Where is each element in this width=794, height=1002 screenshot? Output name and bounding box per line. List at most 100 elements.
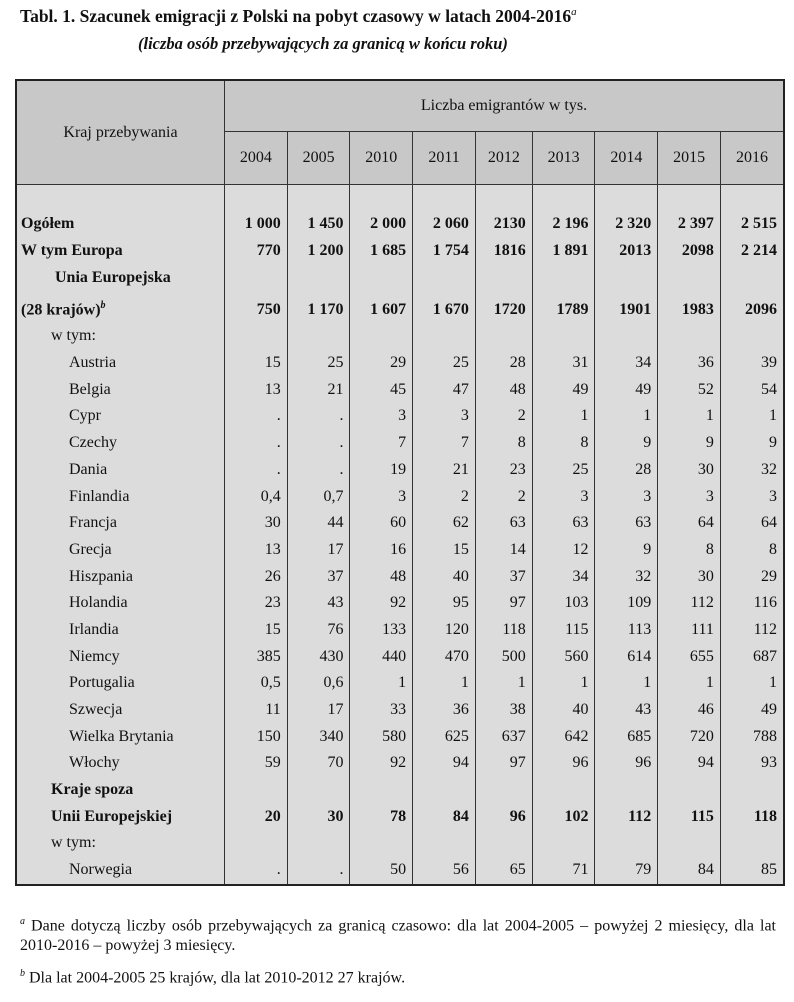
value-cell [657, 776, 721, 804]
table-row: Wielka Brytania 150 340 580 625 637 642 685 720 7… [15, 723, 785, 751]
year-header: 2015 [657, 131, 721, 185]
value-cell [594, 323, 659, 350]
value-cell: 29 [349, 349, 414, 377]
value-cell: 2 [474, 483, 533, 510]
value-cell: 32 [719, 456, 785, 484]
value-cell [531, 830, 596, 857]
value-cell: 26 [224, 563, 288, 590]
value-cell: 115 [531, 616, 596, 644]
value-cell: 655 [657, 643, 721, 670]
value-cell [349, 776, 414, 804]
value-cell: 9 [594, 429, 659, 457]
value-cell: 3 [657, 483, 721, 510]
row-label: Kraje spoza [15, 776, 225, 804]
value-cell: 750 [224, 291, 288, 324]
value-cell: 430 [286, 643, 351, 670]
value-cell: 109 [594, 589, 659, 617]
table-row: Grecja 13 17 16 15 14 12 9 8 8 [15, 536, 785, 564]
value-cell: . [224, 856, 288, 885]
value-cell: 40 [531, 696, 596, 724]
table-subtitle: (liczba osób przebywających za granicą w… [138, 34, 508, 53]
value-cell: 3 [349, 483, 414, 510]
value-cell: 52 [657, 376, 721, 404]
row-label-text: Dania [69, 460, 108, 478]
value-cell: 25 [286, 349, 351, 377]
row-label: Niemcy [15, 643, 225, 670]
value-cell [594, 264, 659, 292]
value-cell: 470 [412, 643, 476, 670]
row-label-text: Cypr [69, 407, 101, 425]
row-label: Unia Europejska [15, 264, 225, 292]
value-cell: 625 [412, 723, 476, 751]
value-cell: 84 [412, 803, 476, 831]
row-label-text: Niemcy [69, 647, 120, 665]
value-cell: 13 [224, 536, 288, 564]
footnote-mark: b [100, 299, 106, 311]
row-label: w tym: [15, 323, 225, 350]
value-cell: 1789 [531, 291, 596, 324]
row-label-text: Wielka Brytania [69, 727, 174, 745]
table-row: Unii Europejskiej 20 30 78 84 96 102 112 115 118 [15, 803, 785, 831]
value-cell: 23 [474, 456, 533, 484]
value-cell: 36 [412, 696, 476, 724]
value-cell: 1720 [474, 291, 533, 324]
value-cell [412, 323, 476, 350]
value-cell: 1 670 [412, 291, 476, 324]
value-cell: 1 [531, 403, 596, 430]
value-cell [286, 323, 351, 350]
table-row: Irlandia 15 76 133 120 118 115 113 111 112 [15, 616, 785, 644]
row-label-text: Czechy [69, 434, 117, 452]
table-row: Ogółem 1 000 1 450 2 000 2 060 2130 2 196 2 320… [15, 211, 785, 238]
value-cell: 13 [224, 376, 288, 404]
value-cell: 60 [349, 509, 414, 537]
value-cell [657, 323, 721, 350]
value-cell: 64 [657, 509, 721, 537]
value-cell: 16 [349, 536, 414, 564]
title-footnote-mark: a [571, 6, 577, 19]
value-cell: 31 [531, 349, 596, 377]
value-cell: 2 060 [412, 211, 476, 238]
footnotes: a Dane dotyczą liczby osób przebywającyc… [20, 912, 776, 997]
table-row: Szwecja 11 17 33 36 38 40 43 46 49 [15, 696, 785, 724]
table-row: (28 krajów)b 750 1 170 1 607 1 670 1720 1789 19… [15, 291, 785, 324]
value-cell: 112 [594, 803, 659, 831]
row-label: Hiszpania [15, 563, 225, 590]
value-cell: 65 [474, 856, 533, 885]
group-header: Liczba emigrantów w tys. [224, 79, 785, 132]
value-cell: 56 [412, 856, 476, 885]
row-label: Finlandia [15, 483, 225, 510]
value-cell: 7 [349, 429, 414, 457]
value-cell: . [224, 456, 288, 484]
value-cell: 112 [657, 589, 721, 617]
value-cell [474, 776, 533, 804]
value-cell: 3 [349, 403, 414, 430]
value-cell: . [286, 856, 351, 885]
value-cell: 76 [286, 616, 351, 644]
value-cell: 2 320 [594, 211, 659, 238]
value-cell: 36 [657, 349, 721, 377]
value-cell [719, 776, 785, 804]
row-label-text: Irlandia [69, 620, 119, 638]
title-text: Tabl. 1. Szacunek emigracji z Polski na … [20, 6, 572, 26]
footnote-mark: a [20, 916, 25, 927]
value-cell: 59 [224, 750, 288, 777]
value-cell: 102 [531, 803, 596, 831]
value-cell: 9 [657, 429, 721, 457]
value-cell: 95 [412, 589, 476, 617]
value-cell: 45 [349, 376, 414, 404]
value-cell: 3 [412, 403, 476, 430]
row-label-text: Unii Europejskiej [51, 807, 173, 825]
value-cell: 78 [349, 803, 414, 831]
spacer-row [15, 184, 785, 211]
value-cell: 2 [412, 483, 476, 510]
value-cell: 1901 [594, 291, 659, 324]
value-cell: 1 [594, 403, 659, 430]
value-cell: 85 [719, 856, 785, 885]
value-cell: 8 [657, 536, 721, 564]
row-label-text: Belgia [69, 380, 111, 398]
value-cell: . [286, 429, 351, 457]
value-cell: 96 [594, 750, 659, 777]
value-cell: 118 [474, 616, 533, 644]
row-label-text: Szwecja [69, 701, 123, 719]
